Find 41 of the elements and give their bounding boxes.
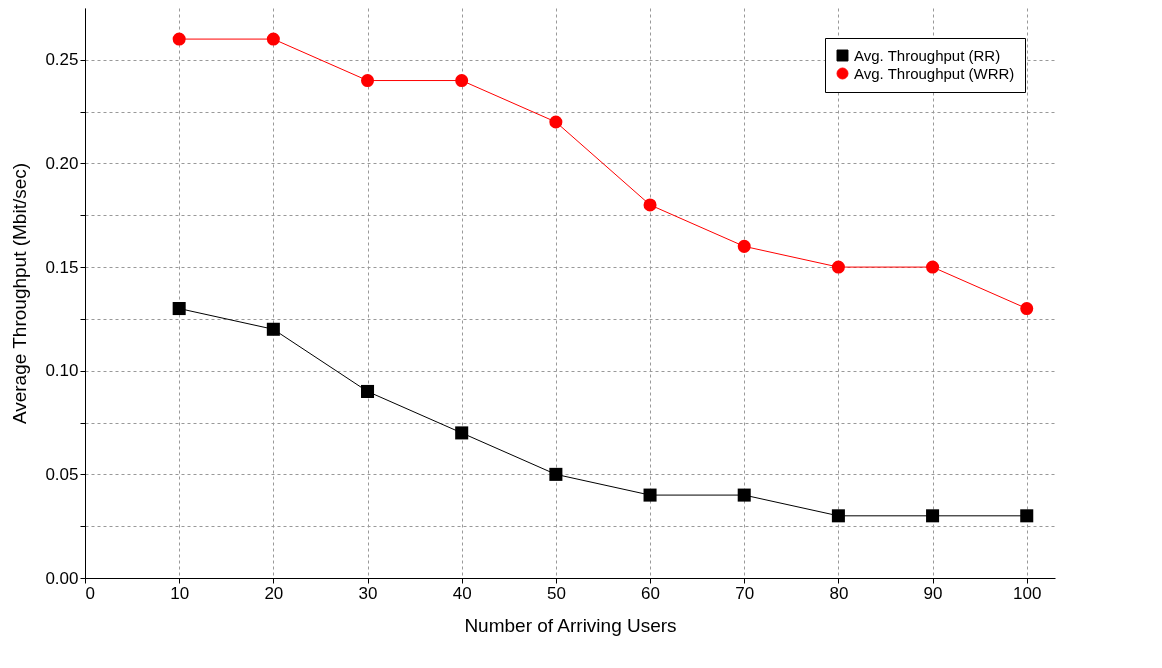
x-tick-label: 70 <box>735 583 755 603</box>
point <box>361 74 375 88</box>
y-tick-label: 0.05 <box>45 464 79 484</box>
y-tick-label: 0.25 <box>45 50 79 70</box>
x-tick-label: 10 <box>170 583 190 603</box>
point <box>172 302 186 316</box>
x-tick-label: 0 <box>85 583 95 603</box>
point <box>455 74 469 88</box>
y-tick-label: 0.15 <box>45 257 79 277</box>
y-tick-label: 0.10 <box>45 361 79 381</box>
x-tick-label: 60 <box>641 583 661 603</box>
point <box>737 488 751 502</box>
y-tick-label: 0.00 <box>45 568 79 588</box>
y-tick-label: 0.20 <box>45 153 79 173</box>
legend-label: Avg. Throughput (WRR) <box>854 64 1015 82</box>
point <box>926 509 940 523</box>
x-tick-label: 30 <box>358 583 378 603</box>
point <box>266 322 280 336</box>
x-tick-label: 20 <box>264 583 284 603</box>
point <box>172 32 186 46</box>
x-axis-title: Number of Arriving Users <box>464 614 677 636</box>
point <box>1020 302 1034 316</box>
point <box>1020 509 1034 523</box>
y-axis-title: Average Throughput (Mbit/sec) <box>9 162 31 425</box>
point <box>831 260 845 274</box>
point <box>266 32 280 46</box>
point <box>831 509 845 523</box>
point <box>737 239 751 253</box>
x-tick-label: 90 <box>923 583 943 603</box>
point <box>643 198 657 212</box>
x-tick-label: 50 <box>546 583 566 603</box>
x-tick-label: 40 <box>452 583 472 603</box>
x-tick-label: 100 <box>1013 583 1042 603</box>
point <box>549 115 563 129</box>
point <box>549 467 563 481</box>
point <box>455 426 469 440</box>
point <box>926 260 940 274</box>
x-tick-label: 80 <box>829 583 849 603</box>
point <box>361 384 375 398</box>
point <box>643 488 657 502</box>
legend-label: Avg. Throughput (RR) <box>854 46 1001 64</box>
